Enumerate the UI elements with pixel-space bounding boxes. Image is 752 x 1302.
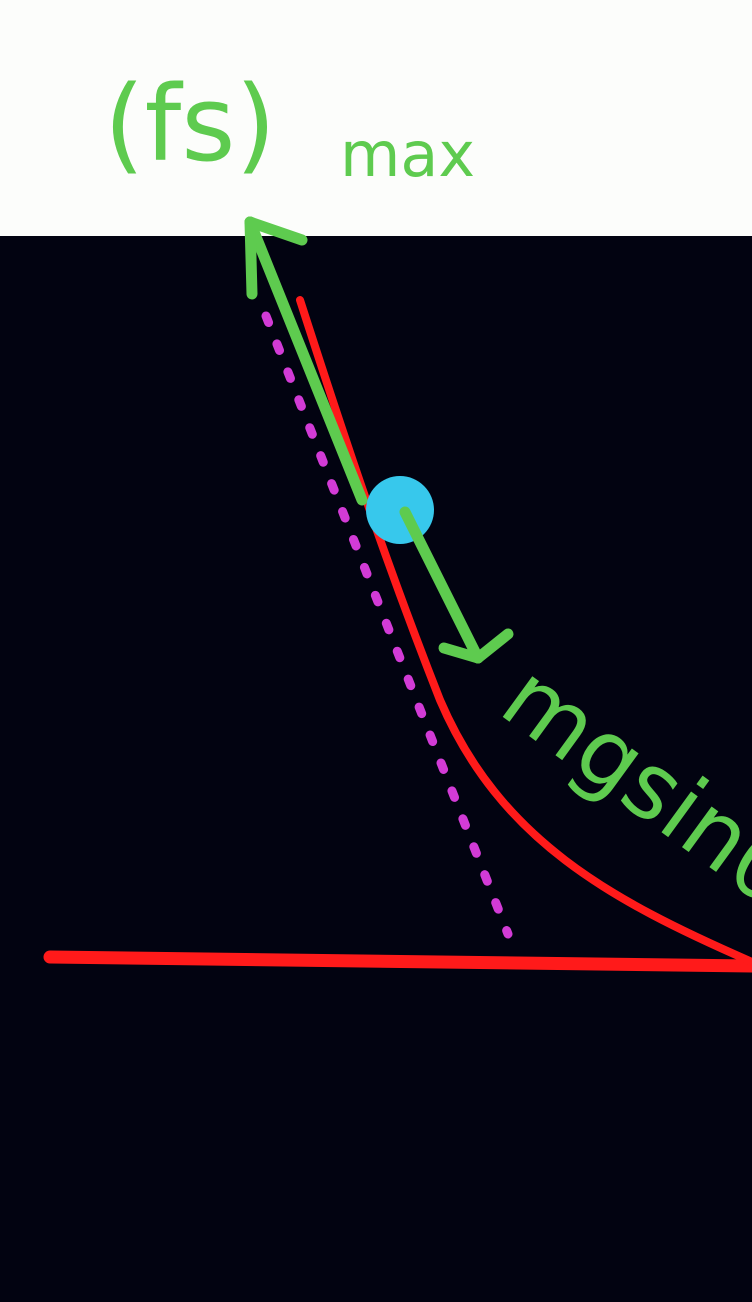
friction-label-sub: max xyxy=(340,118,475,191)
tangent-dotted-line xyxy=(261,311,513,939)
header-band xyxy=(0,0,752,236)
gravity-component-arrow xyxy=(399,506,514,664)
ground-line xyxy=(43,950,752,973)
curved-surface xyxy=(296,296,752,966)
friction-label-main: (fs) xyxy=(104,63,276,185)
friction-arrow xyxy=(244,216,368,506)
dark-board xyxy=(0,236,752,1302)
